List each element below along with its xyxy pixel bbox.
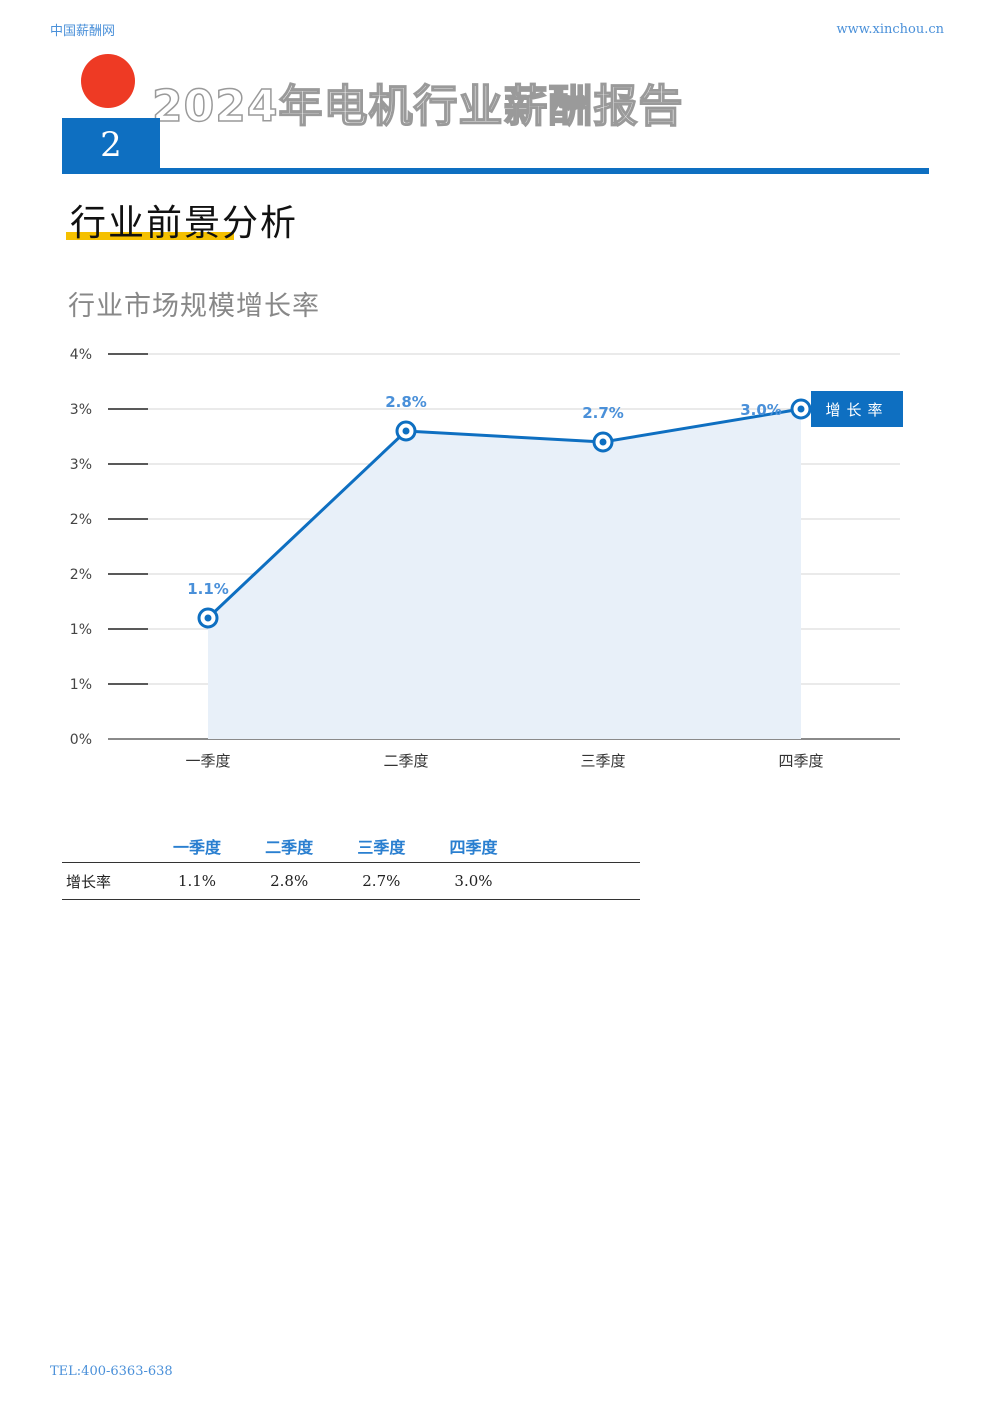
section-divider (62, 168, 929, 174)
section-title-highlight (66, 232, 234, 240)
x-tick-label: 四季度 (778, 752, 823, 770)
table-cell: 1.1% (150, 862, 244, 900)
data-label: 3.0% (740, 401, 782, 419)
series-legend-box (811, 391, 903, 427)
y-tick-label: 1% (70, 677, 92, 693)
table-header-row: 一季度 二季度 三季度 四季度 (62, 830, 640, 863)
site-url[interactable]: www.xinchou.cn (836, 22, 944, 37)
data-point-center (599, 438, 607, 446)
y-tick-label: 1% (70, 622, 92, 638)
site-name: 中国薪酬网 (50, 24, 116, 39)
data-label: 2.7% (582, 404, 624, 422)
data-point-center (204, 614, 212, 622)
y-tick-label: 3% (70, 457, 92, 473)
table-cell: 2.8% (243, 862, 336, 900)
footer-tel: TEL:400-6363-638 (50, 1364, 173, 1379)
table-header-cell: 三季度 (335, 830, 428, 863)
y-tick-label: 3% (70, 402, 92, 418)
series-line (206, 407, 802, 620)
chart-title: 行业市场规模增长率 (68, 291, 320, 322)
data-label: 1.1% (187, 580, 229, 598)
x-tick-label: 一季度 (185, 752, 230, 770)
x-tick-label: 三季度 (580, 752, 625, 770)
data-point-center (402, 427, 410, 435)
y-tick-label: 2% (70, 567, 92, 583)
red-dot-decoration (81, 54, 135, 108)
growth-rate-table: 一季度 二季度 三季度 四季度 增长率 1.1% 2.8% 2.7% 3.0% (62, 830, 640, 900)
table-header-cell (62, 830, 151, 863)
table-cell: 3.0% (427, 862, 520, 900)
area-fill (208, 409, 801, 739)
table-header-cell: 一季度 (150, 830, 244, 863)
table-header-cell: 四季度 (427, 830, 520, 863)
y-tick-label: 4% (70, 347, 92, 363)
data-point-center (797, 405, 805, 413)
x-tick-label: 二季度 (383, 752, 428, 770)
section-title: 行业前景分析 (70, 203, 299, 244)
series-legend-label: 增长率 (825, 401, 888, 419)
table-header-cell: 二季度 (243, 830, 336, 863)
section-number-badge: 2 (62, 118, 160, 172)
table-cell: 增长率 (62, 862, 151, 900)
table-row: 增长率 1.1% 2.8% 2.7% 3.0% (62, 862, 640, 900)
data-label: 2.8% (385, 393, 427, 411)
y-tick-label: 2% (70, 512, 92, 528)
table-cell: 2.7% (335, 862, 428, 900)
section-number: 2 (100, 125, 122, 165)
growth-rate-chart: 0% 1% 1% 2% 2% 3% 3% 4% 1.1% 2.8% 2.7% 3.0% 一季度 二季度 三季… (70, 347, 903, 770)
table-cell (519, 862, 640, 900)
table-header-cell (519, 830, 640, 863)
y-tick-label: 0% (70, 732, 92, 748)
report-title: 2024年电机行业薪酬报告 (151, 80, 684, 133)
